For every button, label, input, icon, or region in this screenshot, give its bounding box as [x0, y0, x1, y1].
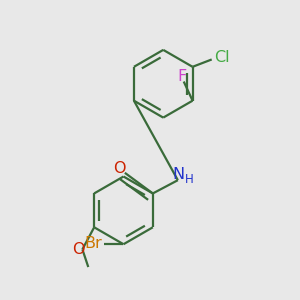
Text: H: H	[185, 172, 194, 185]
Text: O: O	[72, 242, 84, 257]
Text: Cl: Cl	[214, 50, 230, 65]
Text: Br: Br	[84, 236, 102, 251]
Text: F: F	[178, 69, 187, 84]
Text: N: N	[173, 167, 185, 182]
Text: O: O	[113, 161, 126, 176]
